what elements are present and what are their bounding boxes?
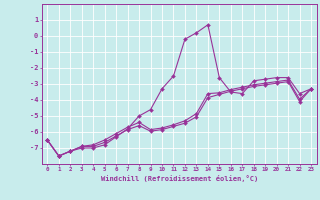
X-axis label: Windchill (Refroidissement éolien,°C): Windchill (Refroidissement éolien,°C) [100,175,258,182]
